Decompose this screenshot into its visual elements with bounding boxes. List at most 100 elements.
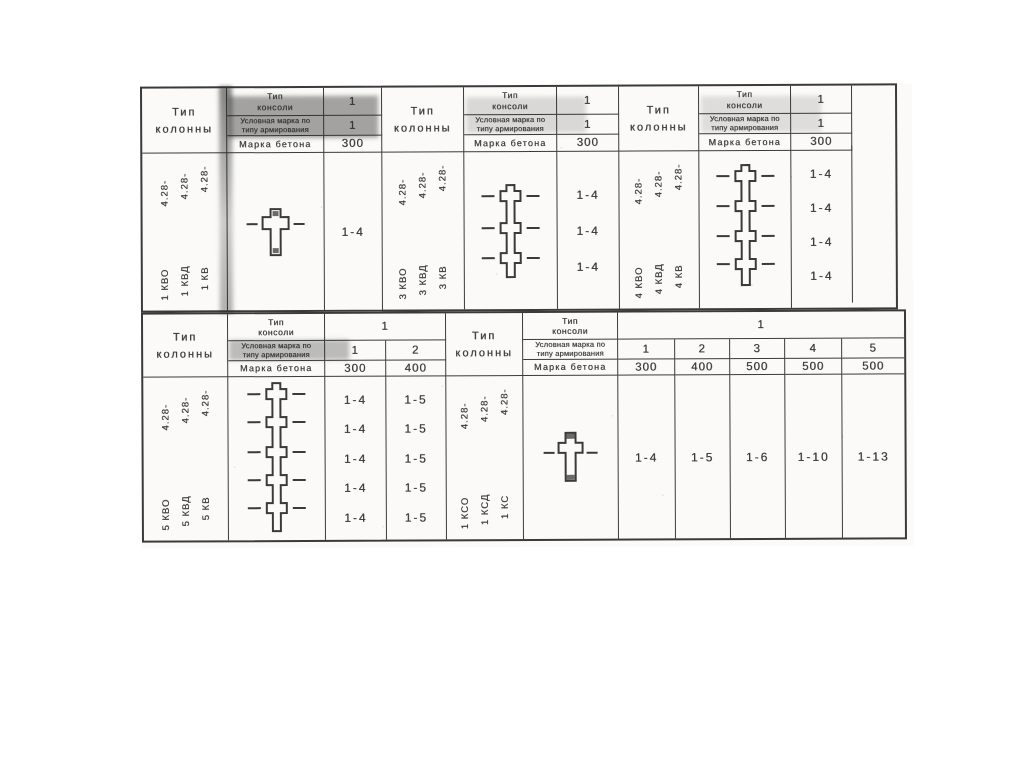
range-value: 1-4	[343, 421, 368, 436]
bottom-gb-concrete-value-1: 300	[618, 359, 676, 376]
label-line: Тип	[171, 105, 197, 119]
top-g3-concrete-label: Марка бетона	[699, 133, 792, 152]
bottom-ga-range-values-col1: 1-4 1-4 1-4 1-4 1-4	[325, 376, 387, 540]
top-g2-reinforcement-value: 1	[557, 114, 620, 135]
column-diagram-icon	[481, 183, 540, 278]
column-diagram-icon	[715, 163, 775, 286]
column-diagram-icon	[543, 431, 598, 482]
range-value: 1-4	[341, 224, 365, 239]
range-value: 1-4	[809, 234, 834, 249]
bottom-gb-range-values-3: 1-6	[730, 374, 786, 539]
range-value: 1-5	[404, 450, 428, 466]
top-g3-column-type-header: Тип колонны	[618, 86, 700, 152]
range-value: 1-5	[690, 449, 715, 464]
range-value: 1-4	[576, 223, 600, 238]
top-g1-column-type-header: Тип колонны	[142, 88, 228, 154]
column-mark: 1 КСД 4.28-	[478, 395, 491, 526]
bottom-table: Тип колонны Тип консоли 1 Условная марка…	[140, 309, 907, 543]
bottom-gb-reinforcement-value-5: 5	[842, 338, 905, 359]
bottom-gb-concrete-value-3: 500	[730, 358, 786, 376]
range-value: 1-5	[404, 509, 429, 525]
bottom-ga-column-type-header: Тип колонны	[142, 314, 229, 378]
column-section-diagram-4-consoles	[699, 150, 792, 309]
top-table: Тип колонны Тип консоли 1 Условная марка…	[139, 83, 898, 313]
column-section-diagram-1-console	[523, 375, 619, 540]
bottom-ga-reinforcement-label: Условная марка по типу армирования	[228, 340, 326, 362]
bottom-ga-concrete-value-1: 300	[325, 360, 387, 377]
top-g3-reinforcement-value: 1	[791, 113, 853, 134]
top-g2-column-marks: 3 КВО 4.28- 3 КВД 4.28- 3 КВ 4.28-	[382, 152, 465, 310]
column-section-diagram-3-consoles	[464, 151, 558, 310]
top-g1-range-values: 1-4	[324, 152, 383, 310]
scan-noise-speckles	[139, 86, 143, 89]
bottom-ga-concrete-label: Марка бетона	[228, 360, 326, 378]
range-value: 1-10	[797, 449, 830, 464]
bottom-gb-concrete-label: Марка бетона	[523, 359, 619, 377]
column-mark: 3 КВО 4.28-	[397, 178, 409, 300]
scan-region: Тип колонны Тип консоли 1 Условная марка…	[139, 83, 915, 549]
bottom-gb-column-marks: 1 КСО 4.28- 1 КСД 4.28- 1 КС 4.28-	[446, 376, 524, 540]
top-g3-console-type-label: Тип консоли	[698, 85, 792, 115]
bottom-ga-console-type-value: 1	[324, 313, 447, 341]
bottom-ga-concrete-value-2: 400	[386, 360, 447, 377]
bottom-gb-reinforcement-value-3: 3	[730, 338, 786, 360]
bottom-gb-console-type-label: Тип консоли	[522, 312, 619, 341]
top-g2-reinforcement-label: Условная марка по типу армирования	[464, 114, 558, 136]
range-value: 1-5	[404, 421, 428, 436]
column-mark: 1 КС 4.28-	[498, 388, 511, 520]
bottom-ga-range-values-col2: 1-5 1-5 1-5 1-5 1-5	[386, 376, 447, 540]
column-mark: 4 КВД 4.28-	[653, 170, 665, 295]
top-g1-concrete-value: 300	[324, 135, 383, 153]
column-diagram-icon	[247, 382, 306, 533]
range-value: 1-4	[809, 200, 834, 215]
column-mark: 1 КСО 4.28-	[458, 402, 471, 530]
column-mark: 5 КВО 4.28-	[159, 403, 172, 531]
column-mark: 3 КВД 4.28-	[417, 171, 429, 296]
bottom-gb-concrete-value-5: 500	[842, 358, 905, 375]
top-g1-reinforcement-value: 1	[324, 115, 383, 136]
top-g2-console-type-value: 1	[557, 86, 620, 115]
top-g3-range-values: 1-4 1-4 1-4 1-4	[791, 145, 853, 303]
bottom-gb-range-values-5: 1-13	[842, 374, 905, 537]
top-g2-concrete-value: 300	[557, 134, 620, 152]
top-g3-reinforcement-label: Условная марка по типу армирования	[699, 113, 792, 135]
column-section-diagram-1-console	[227, 152, 325, 311]
column-section-diagram-5-consoles	[228, 376, 326, 541]
bottom-ga-reinforcement-value-2: 2	[386, 340, 447, 361]
range-value: 1-6	[745, 449, 770, 464]
range-value: 1-4	[343, 451, 368, 466]
bottom-gb-reinforcement-value-1: 1	[618, 339, 676, 360]
range-value: 1-4	[634, 449, 659, 465]
top-g1-console-type-value: 1	[324, 87, 383, 116]
label-line: колонны	[155, 122, 213, 136]
top-g1-column-marks: 1 КВО 4.28- 1 КВД 4.28- 1 КВ 4.28-	[142, 153, 228, 311]
bottom-ga-column-marks: 5 КВО 4.28- 5 КВД 4.28- 5 КВ 4.28-	[143, 377, 229, 541]
range-value: 1-4	[810, 268, 834, 283]
range-value: 1-13	[857, 448, 890, 464]
top-g3-column-marks: 4 КВО 4.28- 4 КВД 4.28- 4 КВ 4.28-	[619, 151, 700, 309]
top-g2-column-type-header: Тип колонны	[382, 87, 465, 153]
bottom-gb-concrete-value-4: 500	[785, 358, 843, 375]
bottom-gb-range-values-2: 1-5	[675, 375, 731, 539]
column-mark: 1 КВД 4.28-	[178, 172, 191, 297]
top-g1-console-type-label: Тип консоли	[227, 87, 325, 117]
bottom-gb-column-type-header: Тип колонны	[445, 313, 524, 377]
top-g2-console-type-label: Тип консоли	[464, 86, 558, 116]
bottom-gb-console-type-value: 1	[617, 311, 905, 340]
range-value: 1-4	[576, 259, 600, 274]
column-mark: 5 КВ 4.28-	[199, 389, 212, 521]
top-g1-reinforcement-label: Условная марка по типу армирования	[227, 115, 325, 137]
range-value: 1-4	[343, 392, 368, 407]
top-g2-concrete-label: Марка бетона	[464, 134, 558, 153]
bottom-gb-reinforcement-value-2: 2	[675, 339, 731, 360]
range-value: 1-4	[809, 166, 834, 181]
bottom-ga-reinforcement-value-1: 1	[325, 340, 387, 361]
range-value: 1-4	[344, 480, 368, 495]
column-mark: 4 КВ 4.28-	[673, 163, 685, 289]
column-mark: 4 КВО 4.28-	[633, 177, 645, 299]
column-diagram-icon	[246, 207, 305, 256]
bottom-gb-range-values-1: 1-4	[618, 375, 676, 539]
bottom-gb-range-values-4: 1-10	[785, 374, 843, 538]
bottom-ga-console-type-label: Тип консоли	[227, 313, 326, 342]
